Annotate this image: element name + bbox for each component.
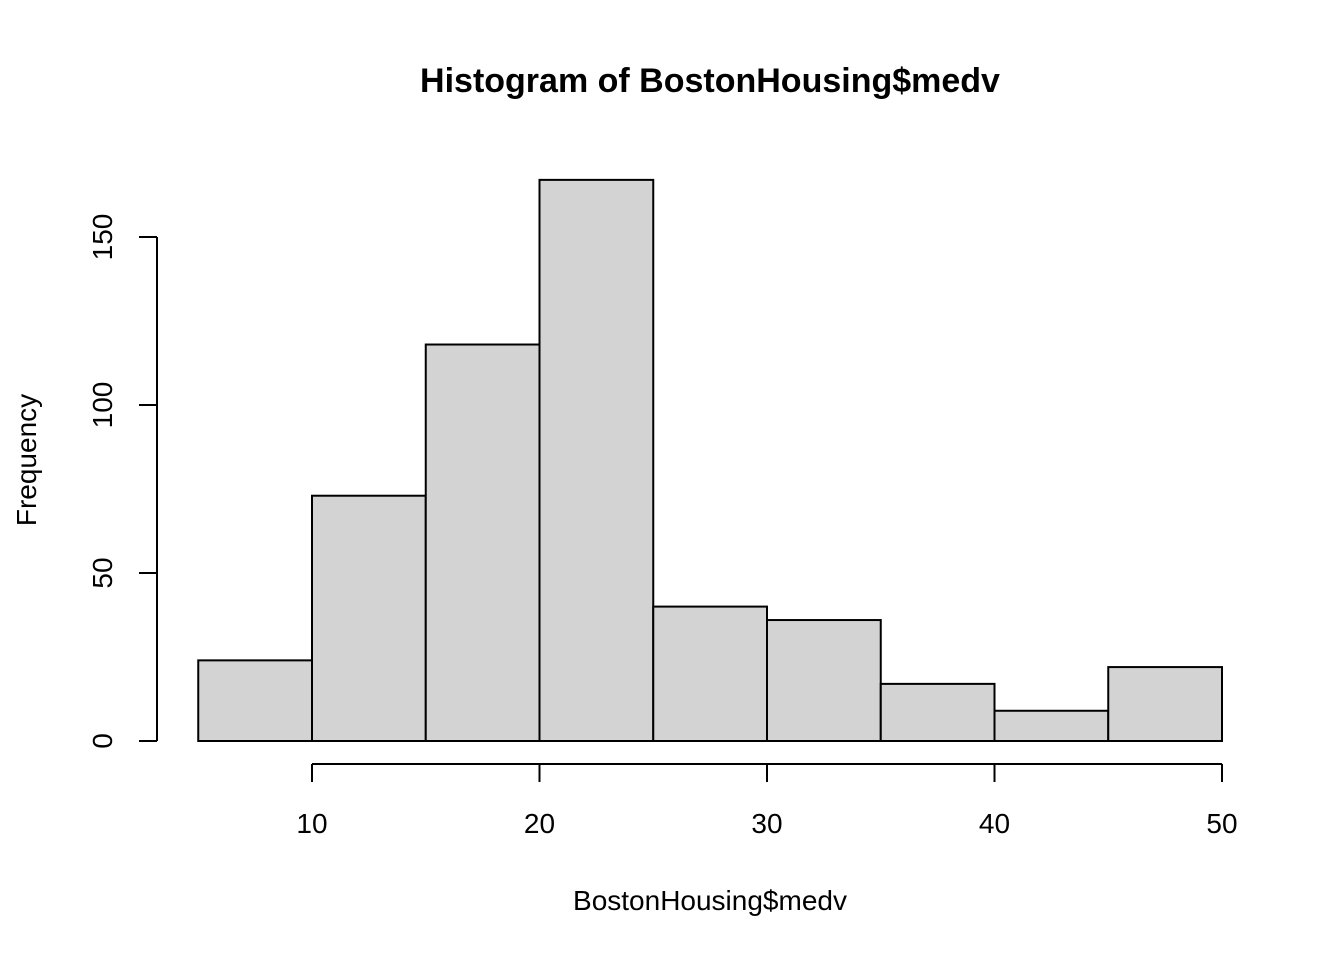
histogram-bar-5 [766,619,882,742]
y-axis-label: Frequency [11,394,42,526]
histogram-bar-8 [1107,666,1223,743]
chart-title: Histogram of BostonHousing$medv [420,62,1000,100]
histogram-bar-7 [993,709,1110,743]
x-tick-label-20: 20 [524,808,555,839]
histogram-bar-3 [538,178,655,742]
x-tick-label-40: 40 [979,808,1010,839]
y-tick-label-150: 150 [87,214,118,261]
histogram-bar-2 [424,343,541,742]
y-tick-label-100: 100 [87,382,118,429]
histogram-bar-6 [879,682,996,743]
bars-group [197,178,1223,743]
x-axis: 10 20 30 40 50 [296,763,1238,839]
histogram-bar-0 [197,659,313,742]
histogram-bar-1 [311,494,427,742]
x-tick-label-10: 10 [296,808,327,839]
histogram-bar-4 [652,605,768,742]
y-axis: 0 50 100 150 [87,214,158,749]
x-tick-label-30: 30 [751,808,782,839]
y-tick-label-50: 50 [87,557,118,588]
x-axis-label: BostonHousing$medv [573,885,847,916]
y-tick-label-0: 0 [87,733,118,749]
x-tick-label-50: 50 [1206,808,1237,839]
